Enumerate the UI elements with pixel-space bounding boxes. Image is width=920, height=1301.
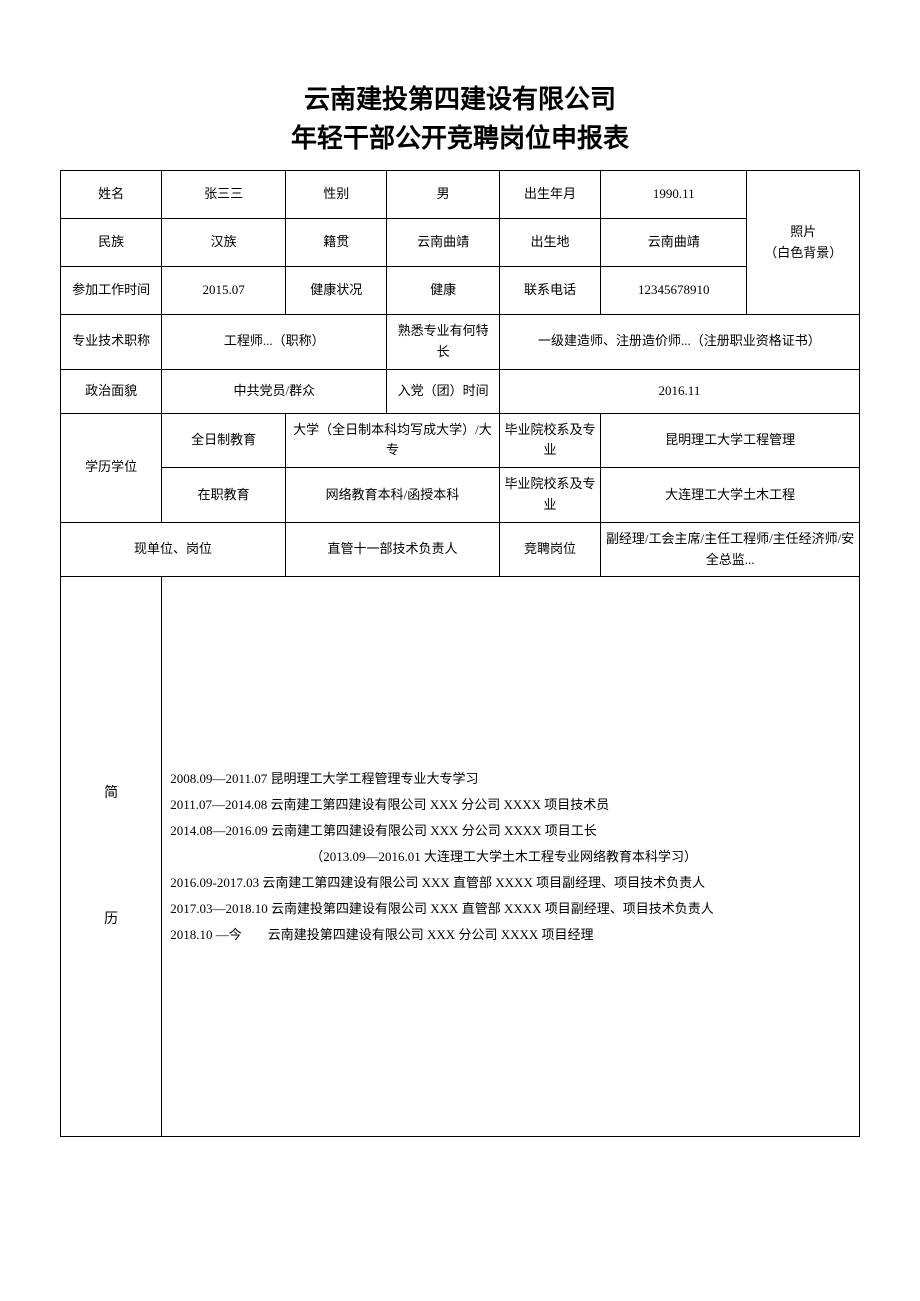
label-gender: 性别 [286, 171, 387, 219]
value-health: 健康 [387, 267, 500, 315]
label-edu-degree: 学历学位 [61, 413, 162, 522]
value-ethnicity: 汉族 [162, 219, 286, 267]
value-birth: 1990.11 [601, 171, 747, 219]
value-political: 中共党员/群众 [162, 369, 387, 413]
label-birth: 出生年月 [499, 171, 600, 219]
label-apply-pos: 竞聘岗位 [499, 522, 600, 577]
label-specialty: 熟悉专业有何特长 [387, 315, 500, 370]
label-ethnicity: 民族 [61, 219, 162, 267]
label-grad-school-2: 毕业院校系及专业 [499, 468, 600, 523]
title-line-1: 云南建投第四建设有限公司 [60, 80, 860, 119]
value-fulltime-degree: 大学（全日制本科均写成大学）/大专 [286, 413, 500, 468]
label-phone: 联系电话 [499, 267, 600, 315]
label-party-time: 入党（团）时间 [387, 369, 500, 413]
resume-line: 2017.03—2018.10 云南建投第四建设有限公司 XXX 直管部 XXX… [170, 896, 851, 922]
resume-line: 2011.07—2014.08 云南建工第四建设有限公司 XXX 分公司 XXX… [170, 792, 851, 818]
label-political: 政治面貌 [61, 369, 162, 413]
application-form-table: 姓名 张三三 性别 男 出生年月 1990.11 照片 （白色背景） 民族 汉族… [60, 170, 860, 1137]
value-gender: 男 [387, 171, 500, 219]
label-fulltime-edu: 全日制教育 [162, 413, 286, 468]
value-name: 张三三 [162, 171, 286, 219]
value-birthplace: 云南曲靖 [601, 219, 747, 267]
document-title: 云南建投第四建设有限公司 年轻干部公开竞聘岗位申报表 [60, 80, 860, 158]
value-party-time: 2016.11 [499, 369, 859, 413]
value-work-start: 2015.07 [162, 267, 286, 315]
resume-line: 2008.09—2011.07 昆明理工大学工程管理专业大专学习 [170, 766, 851, 792]
label-birthplace: 出生地 [499, 219, 600, 267]
resume-char-2: 历 [65, 899, 157, 941]
label-grad-school-1: 毕业院校系及专业 [499, 413, 600, 468]
label-native: 籍贯 [286, 219, 387, 267]
resume-line: 2014.08—2016.09 云南建工第四建设有限公司 XXX 分公司 XXX… [170, 818, 851, 844]
value-fulltime-school: 昆明理工大学工程管理 [601, 413, 860, 468]
resume-content: 2008.09—2011.07 昆明理工大学工程管理专业大专学习 2011.07… [162, 577, 860, 1137]
label-current-pos: 现单位、岗位 [61, 522, 286, 577]
resume-line: 2016.09-2017.03 云南建工第四建设有限公司 XXX 直管部 XXX… [170, 870, 851, 896]
title-line-2: 年轻干部公开竞聘岗位申报表 [60, 119, 860, 158]
resume-lines: 2008.09—2011.07 昆明理工大学工程管理专业大专学习 2011.07… [170, 766, 851, 948]
photo-cell: 照片 （白色背景） [747, 171, 860, 315]
value-specialty: 一级建造师、注册造价师...（注册职业资格证书） [499, 315, 859, 370]
value-inservice-school: 大连理工大学土木工程 [601, 468, 860, 523]
value-native: 云南曲靖 [387, 219, 500, 267]
value-current-pos: 直管十一部技术负责人 [286, 522, 500, 577]
value-pro-title: 工程师...（职称） [162, 315, 387, 370]
resume-line: 2018.10 —今 云南建投第四建设有限公司 XXX 分公司 XXXX 项目经… [170, 922, 851, 948]
value-apply-pos: 副经理/工会主席/主任工程师/主任经济师/安全总监... [601, 522, 860, 577]
value-phone: 12345678910 [601, 267, 747, 315]
label-resume: 简 历 [61, 577, 162, 1137]
label-inservice-edu: 在职教育 [162, 468, 286, 523]
label-health: 健康状况 [286, 267, 387, 315]
label-pro-title: 专业技术职称 [61, 315, 162, 370]
value-inservice-degree: 网络教育本科/函授本科 [286, 468, 500, 523]
label-name: 姓名 [61, 171, 162, 219]
label-work-start: 参加工作时间 [61, 267, 162, 315]
resume-line: （2013.09—2016.01 大连理工大学土木工程专业网络教育本科学习） [170, 844, 851, 870]
resume-char-1: 简 [65, 773, 157, 815]
